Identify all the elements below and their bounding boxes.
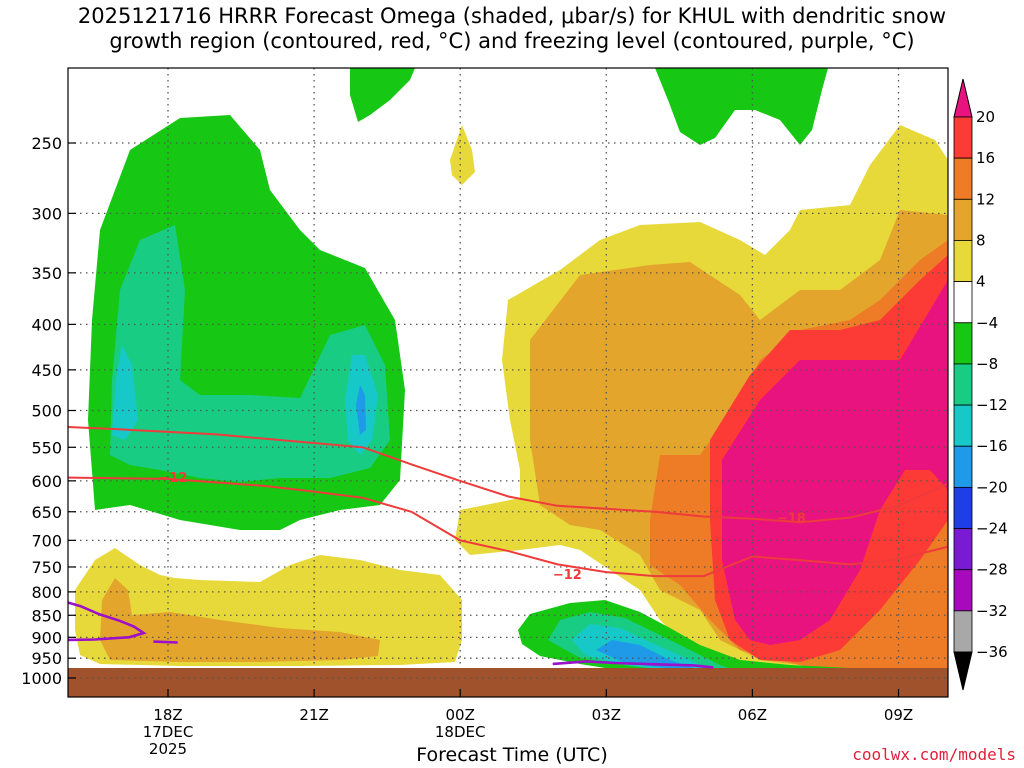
colorbar-swatch xyxy=(953,281,973,324)
y-tick-label: 650 xyxy=(31,503,62,522)
x-tick-label: 18DEC xyxy=(435,723,486,741)
colorbar-swatch xyxy=(953,404,973,447)
colorbar-top-arrow xyxy=(953,78,973,118)
contour-overlays: −12 −12 −18 xyxy=(68,425,948,669)
y-axis: 250 300 350 400 450 500 550 600 650 700 750 800 850 9… xyxy=(21,134,76,688)
colorbar: 20 16 12 8 4 −4 −8 −12 −16 −20 −24 −28 −32 −36 xyxy=(953,78,1008,691)
y-tick-label: 900 xyxy=(31,628,62,647)
y-tick-label: 450 xyxy=(31,361,62,380)
plot-frame xyxy=(67,67,949,698)
y-tick-label: 800 xyxy=(31,583,62,602)
y-tick-label: 550 xyxy=(31,438,62,457)
colorbar-label: 4 xyxy=(976,273,986,291)
omega-contour-m12-west xyxy=(112,345,138,440)
x-tick-label: 21Z xyxy=(299,706,328,724)
credit-link[interactable]: coolwx.com/models xyxy=(852,745,1016,764)
colorbar-label: −16 xyxy=(976,437,1008,455)
x-tick-label: 18Z xyxy=(153,706,182,724)
ground-strip xyxy=(68,668,948,697)
x-tick-label: 00Z xyxy=(446,706,475,724)
title-line-1: 2025121716 HRRR Forecast Omega (shaded, … xyxy=(77,4,947,28)
colorbar-bottom-arrow xyxy=(953,651,973,691)
omega-shading xyxy=(68,68,948,697)
freezing-level-line xyxy=(68,601,147,642)
colorbar-swatch xyxy=(953,610,973,653)
colorbar-swatch xyxy=(953,240,973,283)
colorbar-label: −36 xyxy=(976,643,1008,661)
omega-contour-20 xyxy=(722,280,948,645)
y-tick-label: 250 xyxy=(31,134,62,153)
chart-title: 2025121716 HRRR Forecast Omega (shaded, … xyxy=(0,4,1024,54)
omega-contour-m8-west xyxy=(110,225,390,482)
x-tick-label: 2025 xyxy=(149,740,187,758)
contour-label: −12 xyxy=(553,568,582,583)
freezing-level-line xyxy=(153,640,178,644)
contour-label: −12 xyxy=(158,471,187,486)
colorbar-label: 12 xyxy=(976,190,995,208)
title-line-2: growth region (contoured, red, °C) and f… xyxy=(109,29,915,53)
y-tick-label: 500 xyxy=(31,402,62,421)
colorbar-label: 20 xyxy=(976,108,995,126)
colorbar-swatch xyxy=(953,528,973,571)
colorbar-label: −28 xyxy=(976,561,1008,579)
colorbar-swatch xyxy=(953,486,973,529)
colorbar-swatch xyxy=(953,445,973,488)
y-tick-label: 600 xyxy=(31,472,62,491)
colorbar-label: 8 xyxy=(976,231,986,249)
colorbar-label: −12 xyxy=(976,396,1008,414)
colorbar-label: −4 xyxy=(976,314,998,332)
colorbar-swatch xyxy=(953,363,973,406)
colorbar-label: 16 xyxy=(976,149,995,167)
y-tick-label: 850 xyxy=(31,606,62,625)
omega-contour-m16-east xyxy=(356,385,366,435)
y-tick-label: 350 xyxy=(31,264,62,283)
colorbar-label: −32 xyxy=(976,602,1008,620)
dendritic-contour-line xyxy=(68,425,948,524)
y-tick-label: 700 xyxy=(31,531,62,550)
x-tick-label: 17DEC xyxy=(143,723,194,741)
contour-label: −18 xyxy=(777,512,806,527)
colorbar-swatch xyxy=(953,116,973,159)
y-tick-label: 750 xyxy=(31,558,62,577)
colorbar-label: −8 xyxy=(976,355,998,373)
colorbar-label: −24 xyxy=(976,520,1008,538)
x-tick-label: 09Z xyxy=(884,706,913,724)
colorbar-swatch xyxy=(953,157,973,200)
freezing-level-line xyxy=(552,660,714,669)
y-tick-label: 1000 xyxy=(21,669,62,688)
y-tick-label: 400 xyxy=(31,315,62,334)
x-axis-title: Forecast Time (UTC) xyxy=(416,744,608,766)
omega-contour-m4-top-left xyxy=(350,68,415,122)
gridlines xyxy=(68,68,948,679)
colorbar-label: −20 xyxy=(976,478,1008,496)
omega-contour-m4-top-right xyxy=(655,68,828,145)
colorbar-swatch xyxy=(953,322,973,365)
x-tick-label: 03Z xyxy=(592,706,621,724)
colorbar-swatch xyxy=(953,569,973,612)
y-tick-label: 950 xyxy=(31,649,62,668)
y-tick-label: 300 xyxy=(31,204,62,223)
colorbar-swatch xyxy=(953,198,973,241)
omega-upper-blob xyxy=(450,125,475,185)
dendritic-contour-line xyxy=(68,476,948,578)
omega-contour-m16-south xyxy=(596,640,700,670)
x-tick-label: 06Z xyxy=(738,706,767,724)
